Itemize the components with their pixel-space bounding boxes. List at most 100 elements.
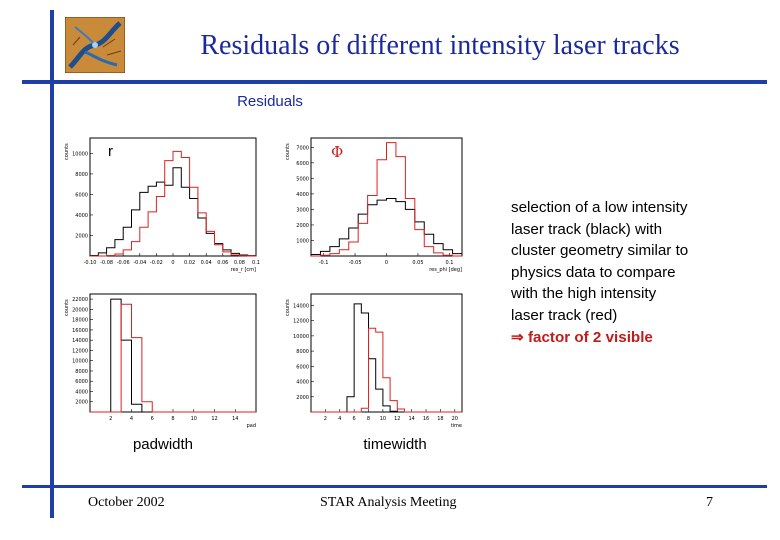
x-tick-label: 20 <box>452 416 458 422</box>
y-tick-label: 14000 <box>72 338 88 344</box>
x-tick-label: 0 <box>171 260 174 266</box>
x-tick-label: -0.06 <box>117 260 130 266</box>
x-tick-label: 0.04 <box>201 260 212 266</box>
plot-frame <box>310 293 463 413</box>
r-residual-svg: counts 2000 4000 6000 8000 10000 -0.10 -0.08 -0.… <box>64 137 260 273</box>
y-tick-label: 12000 <box>72 348 88 354</box>
x-tick-label: 0.05 <box>412 260 423 266</box>
x-axis-label: res_r [cm] <box>231 267 256 273</box>
x-tick-label: 0 <box>385 260 388 266</box>
y-tick-label: 18000 <box>72 318 88 324</box>
x-tick-label: 0.1 <box>252 260 260 266</box>
x-tick-label: -0.10 <box>84 260 97 266</box>
x-tick-label: 10 <box>380 416 386 422</box>
x-tick-label: -0.1 <box>319 260 329 266</box>
y-tick-label: 2000 <box>296 395 309 401</box>
x-tick-label: 2 <box>109 416 112 422</box>
y-tick-label: 8000 <box>75 172 88 178</box>
y-tick-label: 20000 <box>72 307 88 313</box>
histogram-series <box>90 150 256 257</box>
y-tick-label: 10000 <box>293 334 309 340</box>
footer-page-number: 7 <box>706 495 713 510</box>
x-tick-label: 14 <box>408 416 414 422</box>
histogram-series <box>310 198 463 256</box>
y-axis-label: counts <box>285 143 291 160</box>
conclusion-text: ⇒ factor of 2 visible <box>511 328 653 346</box>
histogram-series <box>90 303 256 413</box>
padwidth-plot: counts 2000 4000 6000 8000 10000 12000 14000 160… <box>62 288 262 430</box>
footer-date: October 2002 <box>88 495 165 510</box>
y-tick-label: 8000 <box>75 369 88 375</box>
y-tick-label: 2000 <box>75 400 88 406</box>
y-axis-label: counts <box>64 299 70 316</box>
x-tick-label: 8 <box>367 416 370 422</box>
description-line: with the high intensity <box>511 285 657 303</box>
left-accent-bar <box>50 10 54 518</box>
x-tick-label: 16 <box>423 416 429 422</box>
title-divider <box>22 80 767 84</box>
histogram-series <box>311 142 462 257</box>
plot-frame <box>89 293 257 413</box>
padwidth-caption: padwidth <box>132 436 194 453</box>
x-tick-label: 0.1 <box>445 260 453 266</box>
x-tick-label: 0.02 <box>184 260 195 266</box>
y-tick-label: 12000 <box>293 319 309 325</box>
padwidth-svg: counts 2000 4000 6000 8000 10000 12000 14000 160… <box>64 293 257 429</box>
x-tick-label: 0.08 <box>234 260 245 266</box>
y-tick-label: 10000 <box>72 359 88 365</box>
x-axis-label: time <box>451 423 462 429</box>
description-line: cluster geometry similar to <box>511 242 689 260</box>
timewidth-svg: counts 2000 4000 6000 8000 10000 12000 14000 2 4 6… <box>285 293 463 429</box>
y-tick-label: 2000 <box>75 233 88 239</box>
x-tick-label: -0.05 <box>349 260 362 266</box>
y-tick-label: 10000 <box>72 151 88 157</box>
phi-residual-svg: counts 1000 2000 3000 4000 5000 6000 7000 -0.1 -0… <box>285 137 463 273</box>
x-tick-label: 4 <box>338 416 341 422</box>
x-tick-label: 14 <box>232 416 238 422</box>
timewidth-caption: timewidth <box>363 436 427 453</box>
description-line: selection of a low intensity <box>511 199 688 216</box>
slide-subtitle: Residuals <box>237 93 303 110</box>
y-tick-label: 4000 <box>296 380 309 386</box>
histogram-series <box>89 167 257 257</box>
timewidth-plot: counts 2000 4000 6000 8000 10000 12000 14000 2 4 6… <box>283 288 468 430</box>
x-tick-label: 10 <box>191 416 197 422</box>
y-tick-label: 4000 <box>75 389 88 395</box>
description-line: laser track (red) <box>511 306 618 324</box>
x-tick-label: 4 <box>130 416 133 422</box>
x-tick-label: -0.02 <box>150 260 163 266</box>
x-tick-label: 2 <box>324 416 327 422</box>
y-tick-label: 6000 <box>75 379 88 385</box>
y-tick-label: 4000 <box>296 192 309 198</box>
x-tick-label: 12 <box>394 416 400 422</box>
star-logo <box>65 17 125 73</box>
phi-plot-label: Φ <box>331 143 344 161</box>
r-plot-label: r <box>108 143 113 160</box>
y-axis-label: counts <box>64 143 70 160</box>
x-tick-label: 6 <box>353 416 356 422</box>
description-line: physics data to compare <box>511 263 676 281</box>
y-tick-label: 22000 <box>72 297 88 303</box>
y-tick-label: 7000 <box>296 145 309 151</box>
y-axis-label: counts <box>285 299 291 316</box>
x-tick-label: -0.08 <box>100 260 113 266</box>
x-tick-label: 12 <box>211 416 217 422</box>
y-tick-label: 5000 <box>296 176 309 182</box>
y-tick-label: 6000 <box>296 161 309 167</box>
x-axis-label: res_phi [deg] <box>429 267 462 273</box>
y-tick-label: 16000 <box>72 328 88 334</box>
phi-residual-plot: counts 1000 2000 3000 4000 5000 6000 7000 -0.1 -0… <box>283 132 468 274</box>
y-tick-label: 4000 <box>75 213 88 219</box>
description-line: laser track (black) with <box>511 220 663 238</box>
y-tick-label: 3000 <box>296 207 309 213</box>
y-tick-label: 2000 <box>296 223 309 229</box>
x-axis-label: pad <box>247 423 256 429</box>
y-tick-label: 8000 <box>296 349 309 355</box>
r-residual-plot: counts 2000 4000 6000 8000 10000 -0.10 -0.08 -0.… <box>62 132 262 274</box>
x-tick-label: 0.06 <box>217 260 228 266</box>
y-tick-label: 6000 <box>296 364 309 370</box>
x-tick-label: -0.04 <box>133 260 146 266</box>
footer-divider <box>22 485 767 488</box>
y-tick-label: 6000 <box>75 192 88 198</box>
y-tick-label: 1000 <box>296 238 309 244</box>
